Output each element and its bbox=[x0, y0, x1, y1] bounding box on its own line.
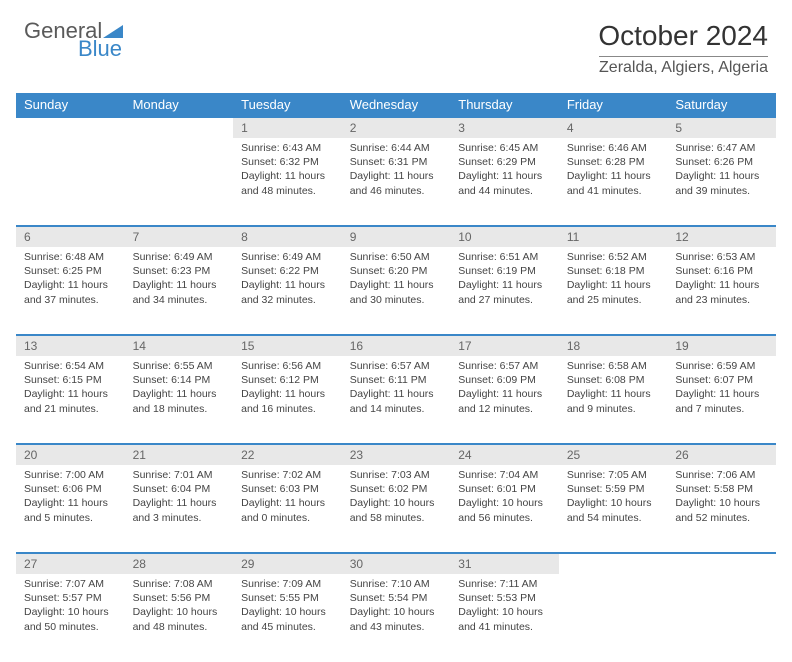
day-content-cell: Sunrise: 6:53 AMSunset: 6:16 PMDaylight:… bbox=[667, 247, 776, 335]
day-content-cell: Sunrise: 7:01 AMSunset: 6:04 PMDaylight:… bbox=[125, 465, 234, 553]
day-content-cell: Sunrise: 6:43 AMSunset: 6:32 PMDaylight:… bbox=[233, 138, 342, 226]
day-number-cell: 23 bbox=[342, 444, 451, 465]
day-content-cell: Sunrise: 6:48 AMSunset: 6:25 PMDaylight:… bbox=[16, 247, 125, 335]
day-number-row: 13141516171819 bbox=[16, 335, 776, 356]
day-number-row: 2728293031 bbox=[16, 553, 776, 574]
day-content-cell: Sunrise: 6:50 AMSunset: 6:20 PMDaylight:… bbox=[342, 247, 451, 335]
day-number-cell: 9 bbox=[342, 226, 451, 247]
day-content-cell: Sunrise: 6:59 AMSunset: 6:07 PMDaylight:… bbox=[667, 356, 776, 444]
day-content-cell: Sunrise: 6:55 AMSunset: 6:14 PMDaylight:… bbox=[125, 356, 234, 444]
day-content-cell: Sunrise: 7:04 AMSunset: 6:01 PMDaylight:… bbox=[450, 465, 559, 553]
day-content-cell: Sunrise: 7:10 AMSunset: 5:54 PMDaylight:… bbox=[342, 574, 451, 662]
day-content-row: Sunrise: 6:43 AMSunset: 6:32 PMDaylight:… bbox=[16, 138, 776, 226]
day-number-cell bbox=[16, 117, 125, 138]
calendar-table: SundayMondayTuesdayWednesdayThursdayFrid… bbox=[16, 93, 776, 662]
weekday-header: Sunday bbox=[16, 93, 125, 117]
day-content-cell: Sunrise: 6:49 AMSunset: 6:22 PMDaylight:… bbox=[233, 247, 342, 335]
day-number-cell: 15 bbox=[233, 335, 342, 356]
day-number-cell: 22 bbox=[233, 444, 342, 465]
day-number-cell: 5 bbox=[667, 117, 776, 138]
day-content-cell: Sunrise: 7:08 AMSunset: 5:56 PMDaylight:… bbox=[125, 574, 234, 662]
day-number-cell: 14 bbox=[125, 335, 234, 356]
day-number-cell: 11 bbox=[559, 226, 668, 247]
header: GeneralBlue October 2024 Zeralda, Algier… bbox=[0, 0, 792, 85]
day-content-cell bbox=[667, 574, 776, 662]
day-content-cell: Sunrise: 6:51 AMSunset: 6:19 PMDaylight:… bbox=[450, 247, 559, 335]
day-number-row: 20212223242526 bbox=[16, 444, 776, 465]
day-number-cell: 12 bbox=[667, 226, 776, 247]
day-number-cell: 4 bbox=[559, 117, 668, 138]
day-number-cell: 8 bbox=[233, 226, 342, 247]
day-number-cell: 29 bbox=[233, 553, 342, 574]
day-content-cell: Sunrise: 6:46 AMSunset: 6:28 PMDaylight:… bbox=[559, 138, 668, 226]
day-number-cell bbox=[125, 117, 234, 138]
day-content-cell bbox=[125, 138, 234, 226]
day-number-cell: 28 bbox=[125, 553, 234, 574]
weekday-header: Wednesday bbox=[342, 93, 451, 117]
day-content-cell: Sunrise: 7:07 AMSunset: 5:57 PMDaylight:… bbox=[16, 574, 125, 662]
day-content-row: Sunrise: 6:54 AMSunset: 6:15 PMDaylight:… bbox=[16, 356, 776, 444]
day-content-cell bbox=[16, 138, 125, 226]
day-number-cell: 16 bbox=[342, 335, 451, 356]
day-number-cell: 25 bbox=[559, 444, 668, 465]
title-block: October 2024 Zeralda, Algiers, Algeria bbox=[598, 20, 768, 77]
day-content-cell: Sunrise: 7:00 AMSunset: 6:06 PMDaylight:… bbox=[16, 465, 125, 553]
day-number-cell: 3 bbox=[450, 117, 559, 138]
day-number-cell: 1 bbox=[233, 117, 342, 138]
day-content-cell: Sunrise: 7:02 AMSunset: 6:03 PMDaylight:… bbox=[233, 465, 342, 553]
day-number-cell: 31 bbox=[450, 553, 559, 574]
day-number-cell: 19 bbox=[667, 335, 776, 356]
day-number-cell: 13 bbox=[16, 335, 125, 356]
day-content-cell: Sunrise: 7:11 AMSunset: 5:53 PMDaylight:… bbox=[450, 574, 559, 662]
day-content-row: Sunrise: 7:07 AMSunset: 5:57 PMDaylight:… bbox=[16, 574, 776, 662]
weekday-header: Monday bbox=[125, 93, 234, 117]
day-number-row: 12345 bbox=[16, 117, 776, 138]
day-number-cell: 18 bbox=[559, 335, 668, 356]
day-content-cell: Sunrise: 6:57 AMSunset: 6:11 PMDaylight:… bbox=[342, 356, 451, 444]
day-number-cell bbox=[559, 553, 668, 574]
day-content-cell: Sunrise: 6:56 AMSunset: 6:12 PMDaylight:… bbox=[233, 356, 342, 444]
day-content-cell: Sunrise: 6:45 AMSunset: 6:29 PMDaylight:… bbox=[450, 138, 559, 226]
day-content-cell: Sunrise: 7:03 AMSunset: 6:02 PMDaylight:… bbox=[342, 465, 451, 553]
day-content-cell bbox=[559, 574, 668, 662]
day-number-cell bbox=[667, 553, 776, 574]
day-content-cell: Sunrise: 6:58 AMSunset: 6:08 PMDaylight:… bbox=[559, 356, 668, 444]
day-number-cell: 6 bbox=[16, 226, 125, 247]
weekday-header: Tuesday bbox=[233, 93, 342, 117]
day-content-cell: Sunrise: 7:05 AMSunset: 5:59 PMDaylight:… bbox=[559, 465, 668, 553]
day-content-cell: Sunrise: 6:49 AMSunset: 6:23 PMDaylight:… bbox=[125, 247, 234, 335]
day-number-cell: 24 bbox=[450, 444, 559, 465]
day-content-cell: Sunrise: 7:06 AMSunset: 5:58 PMDaylight:… bbox=[667, 465, 776, 553]
weekday-header: Thursday bbox=[450, 93, 559, 117]
day-content-cell: Sunrise: 6:44 AMSunset: 6:31 PMDaylight:… bbox=[342, 138, 451, 226]
day-content-cell: Sunrise: 7:09 AMSunset: 5:55 PMDaylight:… bbox=[233, 574, 342, 662]
day-number-cell: 21 bbox=[125, 444, 234, 465]
day-number-row: 6789101112 bbox=[16, 226, 776, 247]
weekday-header-row: SundayMondayTuesdayWednesdayThursdayFrid… bbox=[16, 93, 776, 117]
day-number-cell: 17 bbox=[450, 335, 559, 356]
day-number-cell: 30 bbox=[342, 553, 451, 574]
day-number-cell: 2 bbox=[342, 117, 451, 138]
day-number-cell: 26 bbox=[667, 444, 776, 465]
day-content-row: Sunrise: 7:00 AMSunset: 6:06 PMDaylight:… bbox=[16, 465, 776, 553]
weekday-header: Friday bbox=[559, 93, 668, 117]
day-number-cell: 20 bbox=[16, 444, 125, 465]
day-number-cell: 10 bbox=[450, 226, 559, 247]
day-content-cell: Sunrise: 6:54 AMSunset: 6:15 PMDaylight:… bbox=[16, 356, 125, 444]
day-content-cell: Sunrise: 6:57 AMSunset: 6:09 PMDaylight:… bbox=[450, 356, 559, 444]
day-number-cell: 7 bbox=[125, 226, 234, 247]
page-title: October 2024 bbox=[598, 20, 768, 52]
day-content-cell: Sunrise: 6:47 AMSunset: 6:26 PMDaylight:… bbox=[667, 138, 776, 226]
weekday-header: Saturday bbox=[667, 93, 776, 117]
day-content-cell: Sunrise: 6:52 AMSunset: 6:18 PMDaylight:… bbox=[559, 247, 668, 335]
logo: GeneralBlue bbox=[24, 20, 123, 60]
location-label: Zeralda, Algiers, Algeria bbox=[599, 56, 768, 77]
day-number-cell: 27 bbox=[16, 553, 125, 574]
day-content-row: Sunrise: 6:48 AMSunset: 6:25 PMDaylight:… bbox=[16, 247, 776, 335]
